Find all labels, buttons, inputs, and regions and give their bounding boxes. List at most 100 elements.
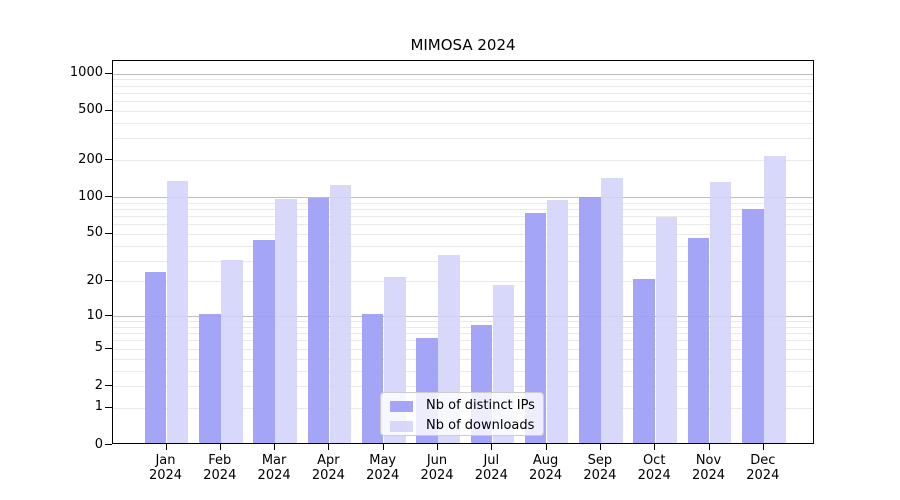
y-tick-mark xyxy=(105,385,112,386)
gridline-minor xyxy=(113,92,813,94)
x-tick-label-May: May 2024 xyxy=(366,453,400,483)
plot-area xyxy=(112,60,814,444)
gridline-minor xyxy=(113,358,813,360)
y-tick-mark xyxy=(105,280,112,282)
bar-downloads-Sep xyxy=(601,177,623,443)
y-tick-label: 20 xyxy=(86,272,103,288)
y-tick-mark xyxy=(105,159,112,160)
gridline-minor xyxy=(113,122,813,124)
bar-downloads-Aug xyxy=(546,200,569,443)
gridline-minor xyxy=(113,370,813,372)
y-tick-label: 1 xyxy=(94,399,103,415)
y-tick-label: 200 xyxy=(78,151,103,167)
legend-row: Nb of downloads xyxy=(381,416,543,436)
y-tick-mark xyxy=(105,444,112,445)
x-tick-mark xyxy=(165,444,167,450)
gridline-minor xyxy=(113,333,813,335)
y-tick-mark xyxy=(105,406,112,408)
x-tick-mark xyxy=(328,444,330,450)
gridline-minor xyxy=(113,202,813,204)
gridline-minor xyxy=(113,321,813,323)
bar-distinct-ips-Mar xyxy=(253,239,275,443)
x-tick-mark xyxy=(654,444,656,450)
bar-distinct-ips-Sep xyxy=(579,197,601,443)
x-tick-label-Jul: Jul 2024 xyxy=(474,453,508,483)
bar-downloads-Nov xyxy=(709,182,732,443)
bar-distinct-ips-Feb xyxy=(199,314,221,443)
gridline-major xyxy=(113,316,813,318)
x-tick-label-Nov: Nov 2024 xyxy=(691,453,726,483)
x-tick-mark xyxy=(491,444,493,450)
bar-downloads-Feb xyxy=(221,260,243,443)
bar-distinct-ips-Aug xyxy=(524,212,547,443)
y-tick-label: 500 xyxy=(78,102,103,118)
gridline-major xyxy=(113,73,813,75)
x-tick-label-Aug: Aug 2024 xyxy=(529,453,563,483)
bar-distinct-ips-Apr xyxy=(307,197,330,443)
y-tick-mark xyxy=(105,109,112,111)
x-tick-mark xyxy=(437,444,438,450)
x-tick-label-Apr: Apr 2024 xyxy=(311,453,345,483)
gridline-minor xyxy=(113,245,813,247)
legend: Nb of distinct IPs Nb of downloads xyxy=(380,392,544,436)
gridline-minor xyxy=(113,160,813,161)
x-tick-mark xyxy=(762,444,764,450)
x-tick-mark xyxy=(708,444,710,450)
x-tick-label-Jun: Jun 2024 xyxy=(420,453,454,483)
x-tick-mark xyxy=(382,444,384,450)
gridline-minor xyxy=(113,340,813,342)
bar-distinct-ips-Dec xyxy=(742,208,764,443)
gridline-minor xyxy=(113,101,813,103)
y-tick-label: 5 xyxy=(94,340,103,356)
x-tick-label-Sep: Sep 2024 xyxy=(583,453,617,483)
legend-swatch-distinct-ips xyxy=(390,401,413,412)
bar-downloads-Dec xyxy=(764,156,786,443)
y-tick-mark xyxy=(105,72,112,74)
bar-distinct-ips-Jan xyxy=(144,272,167,443)
gridline-minor xyxy=(113,208,813,210)
x-tick-label-Mar: Mar 2024 xyxy=(257,453,291,483)
x-tick-label-Feb: Feb 2024 xyxy=(203,453,237,483)
bar-downloads-Oct xyxy=(655,217,677,443)
chart-title: MIMOSA 2024 xyxy=(410,36,516,54)
x-tick-label-Dec: Dec 2024 xyxy=(746,453,780,483)
gridline-minor xyxy=(113,348,813,350)
y-tick-mark xyxy=(105,315,112,317)
x-tick-mark xyxy=(219,444,221,450)
x-tick-label-Oct: Oct 2024 xyxy=(637,453,671,483)
gridline-minor xyxy=(113,233,813,235)
bar-distinct-ips-Oct xyxy=(633,279,655,443)
y-tick-label: 1000 xyxy=(69,65,103,81)
x-tick-label-Jan: Jan 2024 xyxy=(148,453,183,483)
bar-distinct-ips-May xyxy=(361,314,384,443)
y-tick-label: 100 xyxy=(78,188,103,204)
gridline-minor xyxy=(113,281,813,283)
y-tick-label: 50 xyxy=(86,225,103,241)
gridline-minor xyxy=(113,260,813,262)
gridline-minor xyxy=(113,138,813,140)
legend-swatch-downloads xyxy=(390,421,413,432)
gridline-minor xyxy=(113,85,813,87)
bar-distinct-ips-Nov xyxy=(687,238,710,443)
gridline-minor xyxy=(113,215,813,217)
x-tick-mark xyxy=(545,444,547,450)
x-tick-mark xyxy=(599,444,601,450)
gridline-minor xyxy=(113,326,813,328)
legend-label-distinct-ips: Nb of distinct IPs xyxy=(426,398,535,413)
x-tick-mark xyxy=(274,444,276,450)
gridline-minor xyxy=(113,79,813,81)
y-tick-label: 0 xyxy=(94,436,103,452)
y-tick-mark xyxy=(105,196,112,197)
gridline-minor xyxy=(113,110,813,112)
gridline-minor xyxy=(113,224,813,226)
legend-label-downloads: Nb of downloads xyxy=(426,418,535,433)
y-tick-mark xyxy=(105,347,112,349)
y-tick-label: 10 xyxy=(86,307,103,323)
gridline-major xyxy=(113,197,813,198)
gridline-minor xyxy=(113,386,813,387)
y-tick-label: 2 xyxy=(94,377,103,393)
bar-downloads-Apr xyxy=(329,184,352,443)
bar-downloads-Mar xyxy=(275,199,297,443)
bar-downloads-Jan xyxy=(166,181,189,443)
